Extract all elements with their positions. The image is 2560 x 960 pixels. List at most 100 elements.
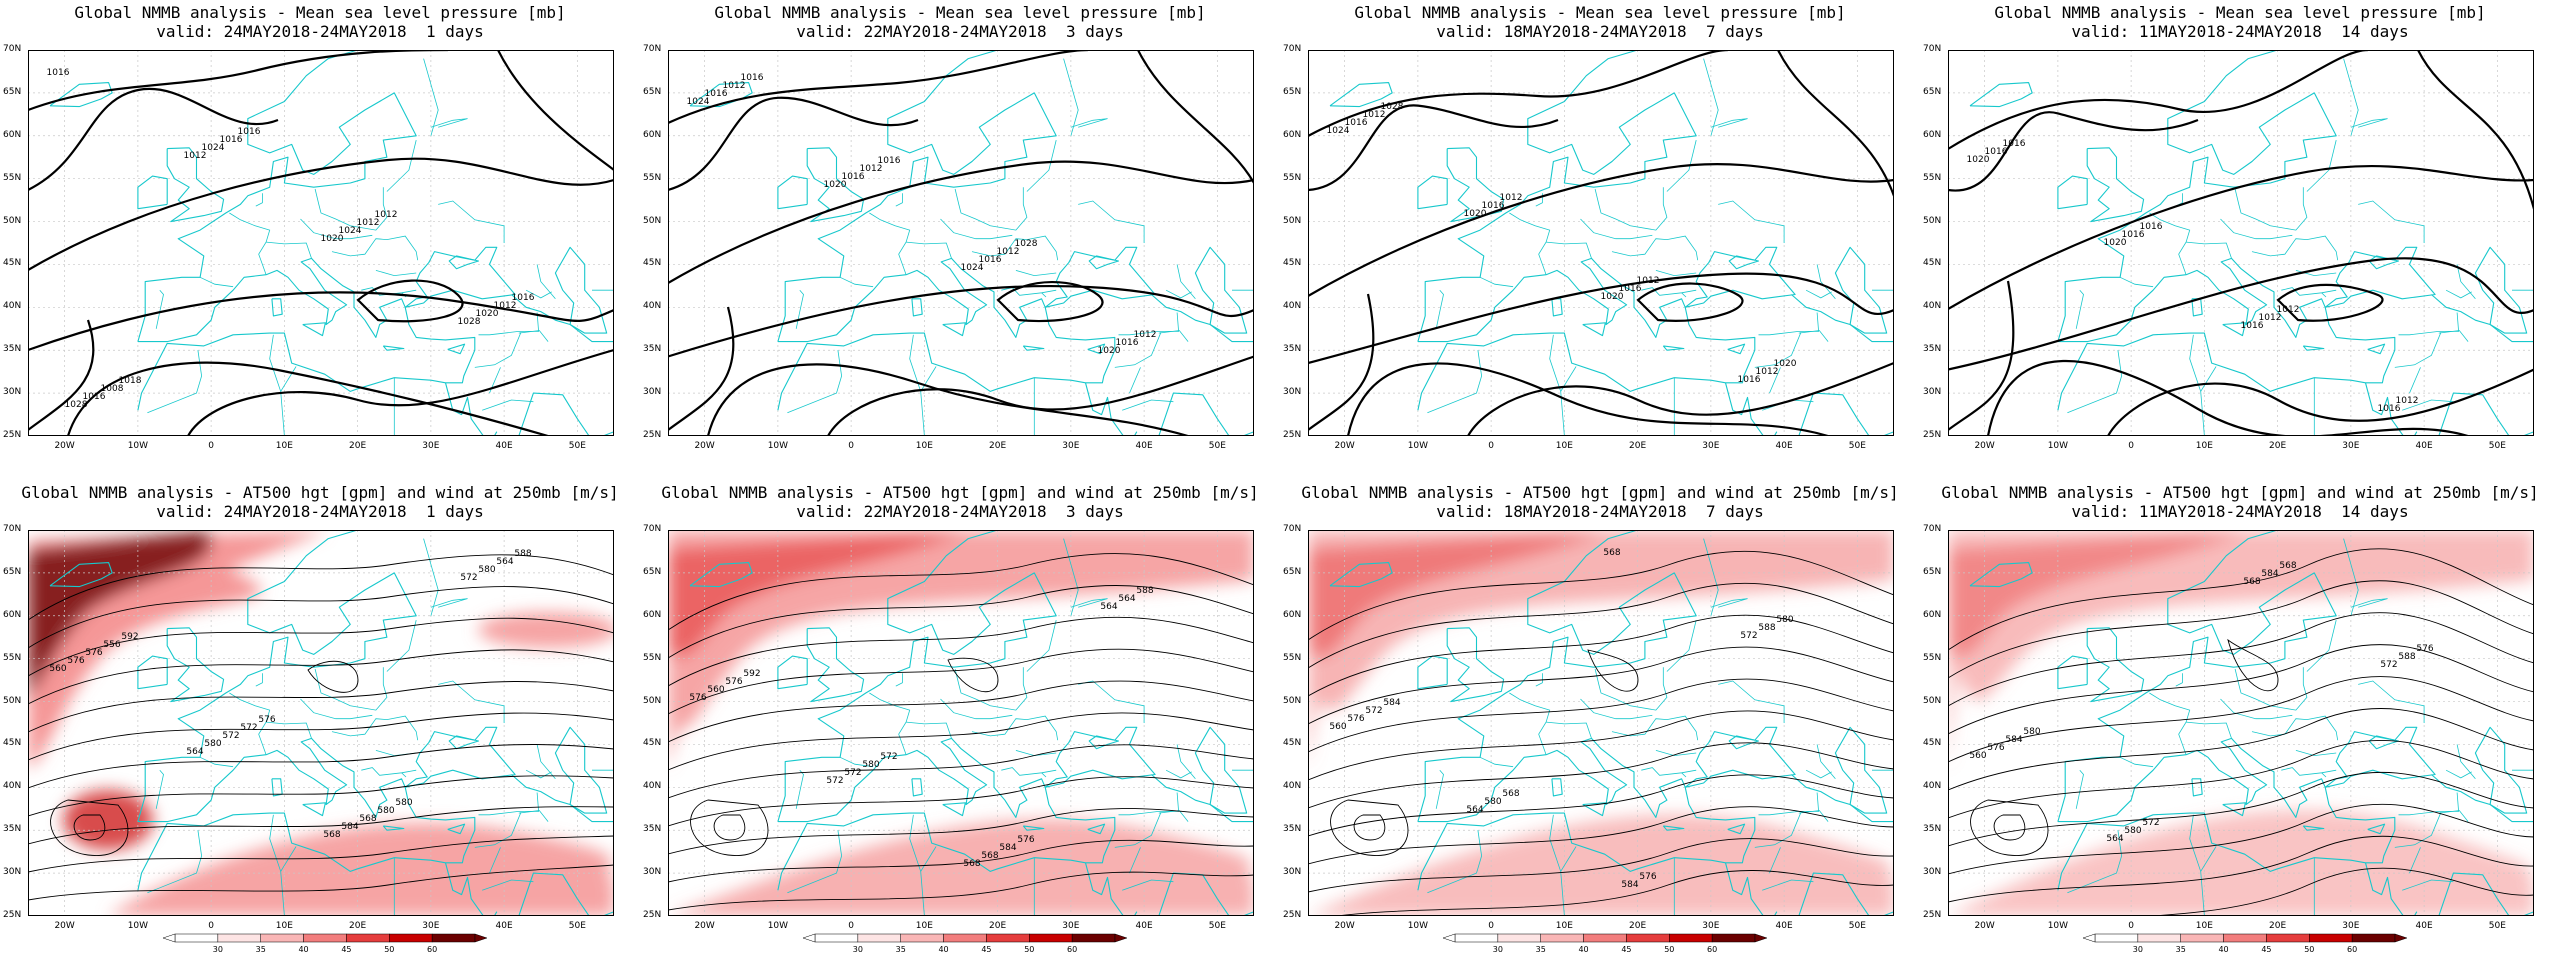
country-border: [1122, 879, 1174, 891]
country-border: [331, 235, 419, 261]
coastline: [1724, 862, 1778, 916]
isoline: [1948, 257, 2534, 371]
map-frame: [668, 530, 1254, 916]
country-border: [2409, 847, 2421, 874]
contour-label: 572: [1740, 631, 1757, 641]
coastline: [689, 562, 753, 588]
contour-label: 1012: [1363, 110, 1386, 120]
wind-speed-shading: [668, 530, 1254, 916]
longitude-label: 0: [848, 921, 854, 931]
longitude-label: 0: [848, 441, 854, 451]
lake-outline: [430, 118, 468, 128]
isoline: [1308, 50, 1729, 137]
longitude-label: 20W: [1334, 921, 1355, 931]
latitude-label: 25N: [1923, 910, 1942, 920]
isoline: [947, 657, 999, 693]
contour-label: 1012: [357, 218, 380, 228]
colorbar-tick-label: 60: [1707, 945, 1717, 954]
contour-label: 1012: [2277, 305, 2300, 315]
longitude-label: 30E: [422, 441, 440, 451]
panel-valid-period: valid: 24MAY2018-24MAY2018 1 days: [156, 502, 484, 521]
contour-label: 1016: [2140, 222, 2163, 232]
coastline: [518, 392, 614, 436]
country-border: [909, 334, 925, 436]
isoline: [706, 363, 1189, 436]
country-border: [2281, 767, 2337, 776]
latitude-label: 70N: [643, 44, 662, 54]
isoline: [1308, 163, 1894, 297]
contour-label: 588: [2398, 652, 2415, 662]
coastline: [2057, 246, 2436, 411]
country-border: [869, 692, 911, 755]
country-border: [909, 814, 925, 916]
country-border: [1509, 212, 1551, 275]
contour-label: 1012: [860, 164, 883, 174]
coastline: [511, 294, 614, 343]
country-border: [280, 366, 297, 392]
country-border: [1549, 814, 1565, 916]
country-border: [839, 756, 874, 768]
contour-label: 1008: [101, 384, 124, 394]
country-border: [2220, 698, 2293, 720]
coastline: [777, 175, 808, 210]
longitude-label: 40E: [1775, 441, 1793, 451]
isoline: [1948, 580, 2534, 679]
latitude-label: 65N: [1923, 86, 1942, 97]
country-border: [1611, 235, 1699, 261]
longitude-label: 30E: [1702, 441, 1720, 451]
contour-label: 588: [514, 549, 531, 559]
country-border: [2189, 814, 2205, 916]
colorbar-segment: [943, 933, 987, 943]
country-border: [1158, 330, 1189, 342]
latitude-label: 35N: [3, 824, 22, 835]
latitude-label: 30N: [1283, 867, 1302, 878]
isoline: [28, 586, 614, 649]
map-canvas: 1016101210201028102810241024102010161016…: [28, 50, 614, 436]
longitude-label: 40E: [1135, 921, 1153, 931]
isoline: [1948, 280, 2015, 431]
contour-label: 576: [1987, 743, 2004, 753]
country-border: [1176, 264, 1196, 300]
latitude-label: 40N: [1923, 301, 1942, 312]
country-border: [331, 715, 419, 741]
contour-label: 592: [743, 669, 760, 679]
country-border: [155, 289, 164, 329]
country-border: [1769, 847, 1781, 874]
country-border: [1805, 769, 1832, 779]
latitude-label: 70N: [643, 524, 662, 534]
isoline: [1948, 548, 2534, 651]
country-border: [2512, 744, 2534, 771]
latitude-label: 50N: [1923, 215, 1942, 226]
latitude-label: 55N: [643, 652, 662, 663]
isoline: [1308, 710, 1894, 781]
latitude-label: 50N: [1923, 695, 1942, 706]
isoline: [1308, 272, 1894, 365]
contour-label: 580: [1776, 615, 1793, 625]
latitude-label: 45N: [3, 738, 22, 749]
longitude-label: 30E: [1062, 441, 1080, 451]
country-border: [1165, 289, 1192, 299]
panel-title: Global NMMB analysis - Mean sea level pr…: [714, 3, 1206, 22]
contour-label: 572: [826, 776, 843, 786]
latitude-label: 55N: [1283, 652, 1302, 663]
contour-label: 584: [1383, 698, 1400, 708]
longitude-label: 10E: [915, 921, 933, 931]
country-border: [1641, 767, 1697, 776]
country-border: [2295, 750, 2337, 757]
coastline: [554, 246, 608, 334]
colorbar-segment: [1071, 933, 1116, 943]
longitude-label: 20W: [1974, 441, 1995, 451]
coastline: [1834, 246, 1888, 334]
latitude-label: 35N: [1923, 824, 1942, 835]
coastline: [689, 82, 753, 108]
colorbar-segment: [1540, 933, 1584, 943]
contour-label: 576: [2416, 644, 2433, 654]
isoline: [28, 806, 614, 845]
country-border: [869, 212, 911, 275]
country-border: [1666, 620, 1697, 672]
latitude-label: 30N: [3, 387, 22, 398]
isoline: [28, 712, 614, 761]
longitude-label: 20E: [989, 921, 1007, 931]
coastline: [1582, 322, 1606, 337]
contour-label: 580: [377, 806, 394, 816]
